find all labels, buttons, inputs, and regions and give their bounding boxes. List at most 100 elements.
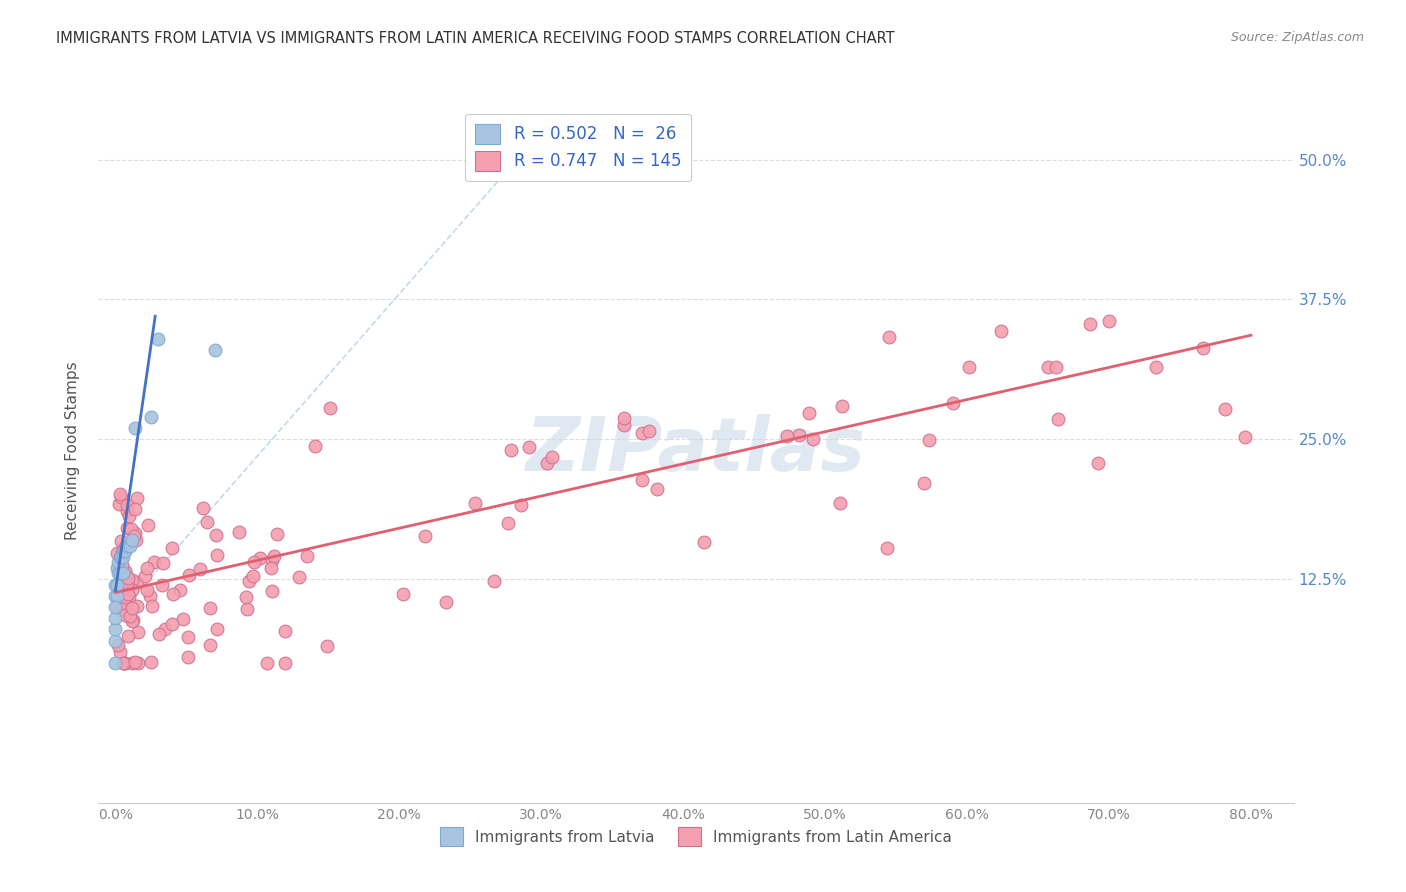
Point [111,579,134,593]
Point [124,655,146,669]
Point [204,527,226,541]
Point [104,577,127,591]
Point [1080,317,1102,331]
Point [496,516,519,531]
Point [111,565,134,579]
Point [177,649,200,664]
Point [114,578,136,592]
Point [127,624,149,639]
Point [105,577,128,591]
Point [831,399,853,413]
Point [879,330,901,344]
Point [152,556,174,570]
Point [1213,402,1236,417]
Point [139,656,162,670]
Point [138,589,160,603]
Point [803,432,825,446]
Point [105,561,128,575]
Point [118,539,141,553]
Point [242,555,264,569]
Point [242,569,264,583]
Point [188,561,211,575]
Point [124,502,146,516]
Point [121,613,143,627]
Point [117,571,139,585]
Point [115,539,138,553]
Point [104,589,127,603]
Point [112,656,135,670]
Point [104,623,127,637]
Point [120,522,142,536]
Point [415,529,437,543]
Point [111,602,134,616]
Point [108,581,131,595]
Point [637,425,659,439]
Point [191,501,214,516]
Point [114,591,136,606]
Point [114,601,136,615]
Point [110,490,132,504]
Point [117,629,139,643]
Y-axis label: Receiving Food Stamps: Receiving Food Stamps [65,361,80,540]
Point [115,504,138,518]
Point [177,567,200,582]
Point [918,433,941,447]
Point [117,587,139,601]
Point [262,552,284,566]
Point [142,555,165,569]
Point [160,541,183,556]
Point [207,548,229,562]
Point [464,496,486,510]
Point [1045,359,1067,374]
Point [160,617,183,632]
Point [519,441,541,455]
Point [124,526,146,541]
Point [105,599,128,614]
Point [111,558,134,572]
Point [110,534,132,549]
Point [204,343,226,357]
Point [104,611,127,625]
Point [121,573,143,587]
Point [121,656,143,670]
Point [162,587,184,601]
Point [104,656,127,670]
Point [613,418,636,433]
Point [1047,411,1070,425]
Point [110,487,132,501]
Point [260,561,283,575]
Point [104,600,127,615]
Point [111,545,134,559]
Point [104,633,127,648]
Point [391,587,413,601]
Point [134,569,156,583]
Point [942,395,965,409]
Text: Source: ZipAtlas.com: Source: ZipAtlas.com [1230,31,1364,45]
Point [176,630,198,644]
Point [121,614,143,628]
Point [830,496,852,510]
Point [124,421,146,435]
Point [1192,341,1215,355]
Point [118,508,141,523]
Point [613,411,636,425]
Point [107,555,129,569]
Point [1087,456,1109,470]
Point [1098,314,1121,328]
Point [114,544,136,558]
Point [146,332,169,346]
Point [117,498,139,512]
Point [509,498,531,512]
Point [295,549,318,563]
Point [484,574,506,588]
Point [1234,430,1257,444]
Point [274,656,297,670]
Point [111,566,134,581]
Point [319,401,342,415]
Point [136,517,159,532]
Legend: Immigrants from Latvia, Immigrants from Latin America: Immigrants from Latvia, Immigrants from … [432,818,960,855]
Point [266,526,288,541]
Point [135,560,157,574]
Point [150,578,173,592]
Point [105,546,128,560]
